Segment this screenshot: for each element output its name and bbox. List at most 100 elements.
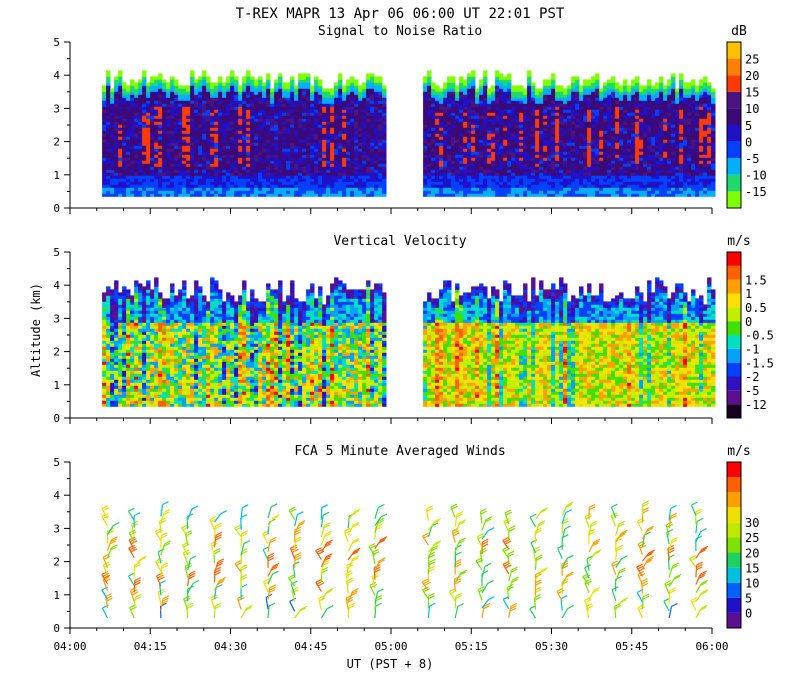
snr-cell xyxy=(294,193,299,197)
snr-cell xyxy=(475,127,480,131)
snr-cell xyxy=(587,169,592,173)
snr-cell xyxy=(118,145,123,149)
snr-cell xyxy=(527,157,532,161)
snr-cell xyxy=(575,181,580,185)
snr-cell xyxy=(519,94,524,98)
snr-cell xyxy=(114,190,119,194)
snr-cell xyxy=(599,121,604,125)
snr-cell xyxy=(527,130,532,134)
snr-cell xyxy=(595,118,600,122)
snr-cell xyxy=(631,85,636,89)
snr-cell xyxy=(138,109,143,113)
snr-cell xyxy=(483,187,488,191)
snr-cell xyxy=(310,145,315,149)
snr-cell xyxy=(334,106,339,110)
snr-cell xyxy=(603,163,608,167)
snr-cell xyxy=(290,160,295,164)
snr-cell xyxy=(370,73,375,77)
snr-cell xyxy=(106,181,111,185)
snr-cell xyxy=(439,151,444,155)
snr-cell xyxy=(555,94,560,98)
snr-cell xyxy=(631,148,636,152)
snr-cell xyxy=(182,103,187,107)
snr-cell xyxy=(206,127,211,131)
snr-cell xyxy=(146,163,151,167)
snr-cell xyxy=(114,121,119,125)
snr-cell xyxy=(102,94,107,98)
snr-cell xyxy=(322,145,327,149)
snr-cell xyxy=(595,121,600,125)
snr-cell xyxy=(611,145,616,149)
snr-cell xyxy=(559,184,564,188)
snr-cell xyxy=(495,160,500,164)
snr-cell xyxy=(555,100,560,104)
snr-cell xyxy=(491,187,496,191)
snr-cell xyxy=(322,157,327,161)
snr-cell xyxy=(354,106,359,110)
snr-cell xyxy=(286,82,291,86)
snr-cell xyxy=(102,193,107,197)
snr-cell xyxy=(322,175,327,179)
snr-cell xyxy=(631,118,636,122)
snr-cell xyxy=(322,181,327,185)
snr-cell xyxy=(431,112,436,116)
snr-cell xyxy=(278,166,283,170)
snr-cell xyxy=(334,88,339,92)
snr-cell xyxy=(138,175,143,179)
snr-cell xyxy=(114,178,119,182)
snr-cell xyxy=(250,76,255,80)
snr-cell xyxy=(499,73,504,77)
snr-cell xyxy=(142,166,147,170)
snr-cell xyxy=(619,184,624,188)
snr-cell xyxy=(330,145,335,149)
snr-cell xyxy=(475,163,480,167)
snr-cell xyxy=(174,112,179,116)
snr-cell xyxy=(106,130,111,134)
snr-cell xyxy=(214,139,219,143)
snr-cell xyxy=(350,100,355,104)
snr-cell xyxy=(575,106,580,110)
snr-cell xyxy=(623,130,628,134)
snr-cell xyxy=(186,172,191,176)
snr-cell xyxy=(322,136,327,140)
snr-cell xyxy=(543,148,548,152)
snr-cell xyxy=(298,148,303,152)
snr-cell xyxy=(575,154,580,158)
snr-cell xyxy=(170,82,175,86)
snr-cell xyxy=(443,157,448,161)
snr-cell xyxy=(358,172,363,176)
snr-cell xyxy=(218,94,223,98)
snr-cell xyxy=(158,124,163,128)
snr-cell xyxy=(158,76,163,80)
snr-cell xyxy=(491,112,496,116)
snr-cell xyxy=(350,175,355,179)
snr-cell xyxy=(298,79,303,83)
snr-cell xyxy=(479,193,484,197)
snr-cell xyxy=(226,103,231,107)
snr-cell xyxy=(467,172,472,176)
snr-cell xyxy=(218,172,223,176)
snr-cell xyxy=(495,136,500,140)
snr-cell xyxy=(479,97,484,101)
snr-cell xyxy=(250,181,255,185)
snr-cell xyxy=(322,127,327,131)
snr-cell xyxy=(591,142,596,146)
snr-cell xyxy=(286,166,291,170)
snr-cell xyxy=(170,181,175,185)
snr-cell xyxy=(210,118,215,122)
snr-cell xyxy=(346,172,351,176)
snr-cell xyxy=(603,142,608,146)
snr-cell xyxy=(643,154,648,158)
snr-cell xyxy=(346,112,351,116)
snr-cell xyxy=(483,106,488,110)
snr-cell xyxy=(354,175,359,179)
snr-cell xyxy=(571,79,576,83)
snr-cell xyxy=(266,163,271,167)
snr-cell xyxy=(330,103,335,107)
snr-cell xyxy=(162,181,167,185)
snr-cell xyxy=(623,121,628,125)
snr-cell xyxy=(150,178,155,182)
snr-cell xyxy=(643,91,648,95)
snr-cell xyxy=(447,85,452,89)
snr-cell xyxy=(302,91,307,95)
